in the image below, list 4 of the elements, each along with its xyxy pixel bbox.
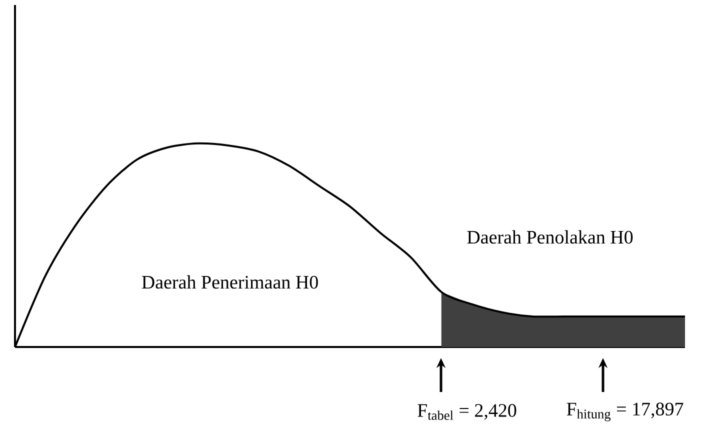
annotation: Daerah Penolakan H0 <box>467 230 633 244</box>
text: F$_{tabel}$ = 2,420 <box>418 404 516 420</box>
annotation: Daerah Penerimaan H0 <box>142 275 318 289</box>
text: F$_{hitung}$ = 17,897 <box>566 402 684 422</box>
